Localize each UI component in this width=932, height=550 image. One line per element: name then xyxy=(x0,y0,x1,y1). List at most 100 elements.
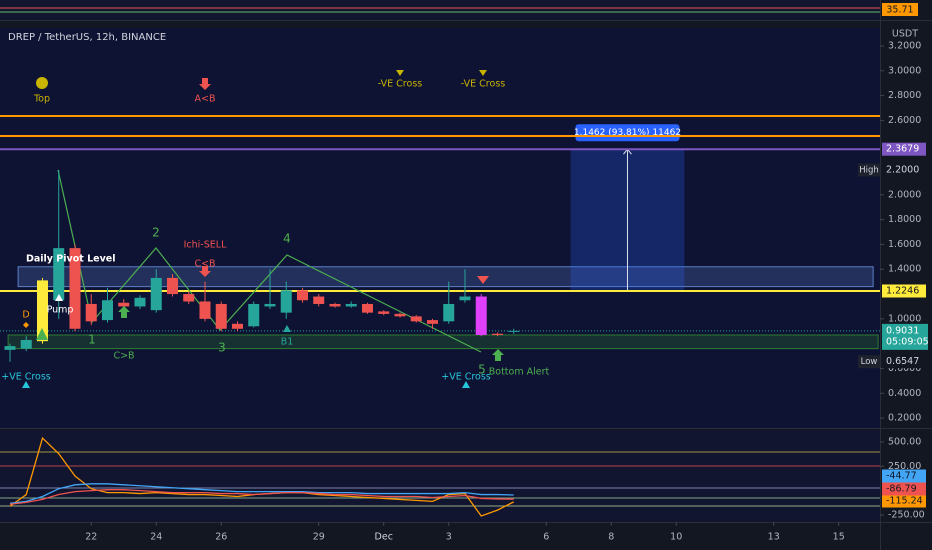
annotation: B1 xyxy=(281,337,294,348)
last-value-label: -44.77 xyxy=(886,471,917,482)
annotation: C<B xyxy=(194,259,215,270)
annotation: +VE Cross xyxy=(441,372,491,383)
candle-body xyxy=(118,302,130,307)
main-pane xyxy=(0,28,880,428)
symbol-title: DREP / TetherUS, 12h, BINANCE xyxy=(8,32,166,43)
level-label-bg xyxy=(882,142,926,156)
measure-label: 1.1462 (93.81%) 11462 xyxy=(574,128,681,138)
candle-body xyxy=(150,277,162,311)
currency: USDT xyxy=(892,29,918,40)
countdown: 05:09:05 xyxy=(886,336,929,347)
candle-body xyxy=(199,301,211,319)
candle-body xyxy=(426,320,438,324)
marker-value: 0.6547 xyxy=(886,356,919,367)
marker-value-bg xyxy=(882,355,926,369)
annotation: Ichi-SELL xyxy=(184,240,227,251)
candle-body xyxy=(394,313,406,317)
annotation: +VE Cross xyxy=(1,372,51,383)
top-indicator-pane xyxy=(0,0,880,20)
x-tick-label: 26 xyxy=(215,532,227,543)
annotation: A<B xyxy=(195,94,216,105)
y-tick-label: 1.4000 xyxy=(888,264,921,275)
candle-body xyxy=(85,303,97,322)
level-label: 2.3679 xyxy=(886,144,919,155)
top-dot xyxy=(36,77,48,89)
candle-body xyxy=(313,296,325,304)
chart-layer: 0.2000 0.4000 0.6000 1.0000 1.4000 1.6000 1.80… xyxy=(0,40,929,543)
candle-body xyxy=(329,303,341,307)
zone xyxy=(17,266,874,288)
annotation: Daily Pivot Level xyxy=(26,254,116,265)
last-value-label: -86.79 xyxy=(886,484,917,495)
candle-body xyxy=(361,303,373,313)
indicator-line xyxy=(9,483,514,504)
marker-name: Low xyxy=(861,357,878,367)
candle-body xyxy=(264,303,276,307)
arrow-up xyxy=(118,306,130,318)
arrow-up xyxy=(492,349,504,361)
triangle-down xyxy=(477,276,489,284)
y-tick-label: 3.2000 xyxy=(888,40,921,51)
top-indicator-badge xyxy=(882,3,918,16)
candle-body xyxy=(215,303,227,329)
indicator-line xyxy=(9,489,514,505)
marker-value: 2.2000 xyxy=(886,165,919,176)
y-tick-label: 3.0000 xyxy=(888,65,921,76)
candle-body xyxy=(231,323,243,329)
triangle-up xyxy=(462,381,470,388)
y-tick-label: 250.00 xyxy=(888,461,921,472)
y-tick-label: 0.2000 xyxy=(888,413,921,424)
indicator-pane xyxy=(0,430,880,522)
annotation: C>B xyxy=(113,351,134,362)
candle-body xyxy=(4,346,16,350)
x-tick-label: 29 xyxy=(313,532,325,543)
candle-body xyxy=(378,311,390,314)
last-price-label: 0.9031 xyxy=(886,325,919,336)
candle-body xyxy=(36,280,48,342)
candle-body xyxy=(345,303,357,307)
candle-body xyxy=(20,339,32,349)
wave-line xyxy=(57,169,482,353)
candle-body xyxy=(69,248,81,329)
y-tick-label: 2.0000 xyxy=(888,189,921,200)
annotation: D xyxy=(22,310,29,321)
last-value-label: -115.24 xyxy=(886,496,923,507)
annotation: 5 xyxy=(478,363,486,377)
y-tick-label: 2.6000 xyxy=(888,115,921,126)
candle-body xyxy=(166,277,178,295)
x-tick-label: Dec xyxy=(375,532,393,543)
diamond xyxy=(23,322,29,328)
marker-name-bg xyxy=(858,355,880,369)
candle-body xyxy=(296,290,308,301)
y-tick-label: 2.8000 xyxy=(888,90,921,101)
x-tick-label: 22 xyxy=(85,532,97,543)
y-tick-label: 1.6000 xyxy=(888,239,921,250)
candle-body xyxy=(508,330,520,332)
marker-name-bg xyxy=(858,163,880,177)
annotation: Pump xyxy=(47,305,74,316)
candle-body xyxy=(53,248,65,301)
x-tick-label: 13 xyxy=(768,532,780,543)
last-value-bg xyxy=(882,494,926,508)
annotation: -VE Cross xyxy=(378,79,422,90)
x-tick-label: 15 xyxy=(833,532,845,543)
y-tick-label: 500.00 xyxy=(888,436,921,447)
candle-body xyxy=(475,296,487,335)
candle-body xyxy=(280,290,292,313)
candle-body xyxy=(134,297,146,307)
annotation: Top xyxy=(33,94,50,105)
last-value-bg xyxy=(882,482,926,496)
y-tick-label: 0.6000 xyxy=(888,363,921,374)
annotation: Bottom Alert xyxy=(489,367,550,378)
zone xyxy=(7,334,879,350)
y-tick-label: 1.8000 xyxy=(888,214,921,225)
annotation: 2 xyxy=(152,226,160,240)
marker-name: High xyxy=(859,166,879,176)
level-label-bg xyxy=(882,284,926,298)
candle-body xyxy=(183,294,195,302)
triangle-up xyxy=(283,325,291,332)
level-label: 1.2246 xyxy=(886,285,919,296)
y-tick-label: 0.4000 xyxy=(888,388,921,399)
y-tick-label: -250.00 xyxy=(888,509,925,520)
